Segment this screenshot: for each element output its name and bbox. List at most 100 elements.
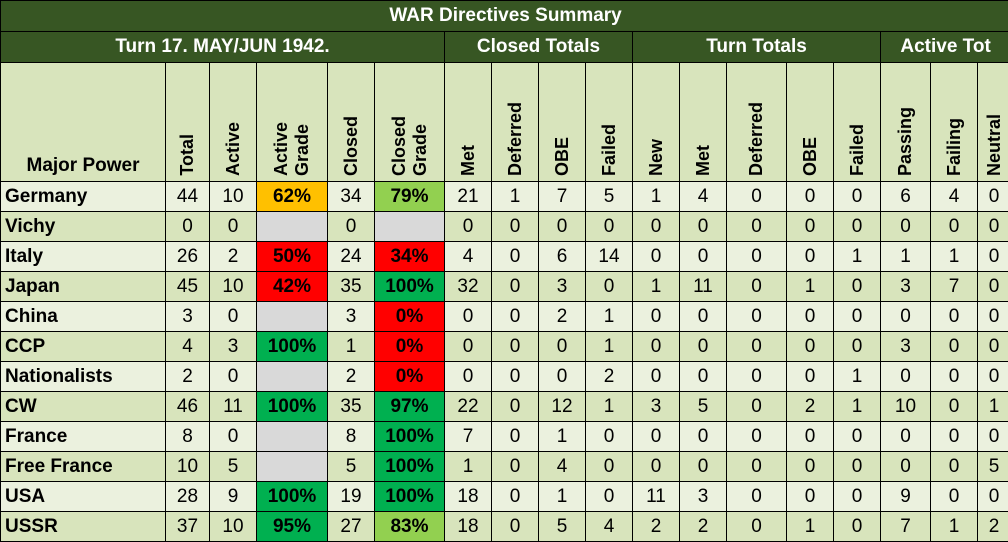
table-cell: 0 [492,452,539,482]
table-cell: 4 [680,182,727,212]
table-cell: 2 [633,512,680,542]
column-header: Deferred [727,63,787,182]
table-cell: 0 [834,302,881,332]
closed-grade-cell: 97% [375,392,445,422]
table-cell: 0 [539,362,586,392]
table-cell: 0 [727,332,787,362]
table-cell: 0 [978,332,1008,362]
table-cell: 0 [834,482,881,512]
column-header: Closed [328,63,375,182]
table-cell: 7 [931,272,978,302]
column-header: Failed [834,63,881,182]
table-cell: 0 [978,212,1008,242]
active-grade-cell [257,452,328,482]
table-cell: 0 [492,482,539,512]
table-cell: 0 [978,422,1008,452]
table-cell: 1 [492,182,539,212]
table-cell: 0 [492,302,539,332]
table-cell: 0 [881,362,931,392]
table-cell: 1 [586,332,633,362]
table-cell: 0 [787,242,834,272]
table-cell: 0 [633,452,680,482]
table-cell: 3 [539,272,586,302]
closed-grade-cell: 0% [375,302,445,332]
table-cell: 0 [633,212,680,242]
table-cell: 0 [492,332,539,362]
table-cell: 0 [978,242,1008,272]
major-power-name: USA [1,482,166,512]
table-cell: 0 [931,362,978,392]
table-cell: 21 [445,182,492,212]
table-cell: 7 [539,182,586,212]
table-cell: 5 [978,452,1008,482]
column-header-label: Deferred [746,97,767,181]
column-header-label: Failing [944,113,965,181]
table-cell: 9 [210,482,257,512]
table-cell: 2 [539,302,586,332]
table-cell: 0 [492,362,539,392]
table-cell: 11 [210,392,257,422]
table-cell: 32 [445,272,492,302]
table-cell: 0 [727,482,787,512]
table-cell: 0 [931,302,978,332]
table-cell: 10 [210,182,257,212]
table-cell: 0 [727,422,787,452]
closed-grade-cell: 0% [375,362,445,392]
table-cell: 3 [633,392,680,422]
column-header: Passing [881,63,931,182]
table-cell: 3 [881,272,931,302]
table-cell: 0 [166,212,210,242]
major-power-name: Nationalists [1,362,166,392]
table-cell: 0 [931,482,978,512]
table-cell: 19 [328,482,375,512]
table-cell: 2 [210,242,257,272]
column-header-label: Deferred [505,97,526,181]
table-cell: 0 [633,332,680,362]
table-cell: 9 [881,482,931,512]
table-cell: 0 [680,452,727,482]
table-cell: 0 [633,362,680,392]
table-cell: 0 [210,212,257,242]
major-power-name: Free France [1,452,166,482]
table-cell: 0 [586,422,633,452]
table-cell: 1 [978,392,1008,422]
table-cell: 0 [787,362,834,392]
column-header-label: Active [223,117,244,181]
table-cell: 0 [881,302,931,332]
column-header: New [633,63,680,182]
active-grade-cell: 42% [257,272,328,302]
table-cell: 0 [727,242,787,272]
column-header-label: Active Grade [271,117,313,181]
table-cell: 0 [978,482,1008,512]
table-cell: 4 [166,332,210,362]
active-grade-cell [257,362,328,392]
table-cell: 0 [834,422,881,452]
active-grade-cell: 100% [257,482,328,512]
closed-grade-cell: 100% [375,272,445,302]
table-cell: 1 [834,392,881,422]
column-header: OBE [539,63,586,182]
table-cell: 0 [586,212,633,242]
table-cell: 3 [210,332,257,362]
table-cell: 1 [633,182,680,212]
table-cell: 0 [680,212,727,242]
table-cell: 1 [834,242,881,272]
major-power-name: China [1,302,166,332]
column-header: Neutral [978,63,1008,182]
table-cell: 8 [328,422,375,452]
column-header: Failing [931,63,978,182]
table-cell: 0 [834,182,881,212]
table-cell: 2 [586,362,633,392]
table-cell: 0 [680,332,727,362]
column-header-label: Passing [895,102,916,181]
table-cell: 2 [978,512,1008,542]
table-cell: 2 [680,512,727,542]
table-cell: 0 [586,482,633,512]
column-header: Met [680,63,727,182]
active-grade-cell: 100% [257,392,328,422]
table-cell: 2 [166,362,210,392]
